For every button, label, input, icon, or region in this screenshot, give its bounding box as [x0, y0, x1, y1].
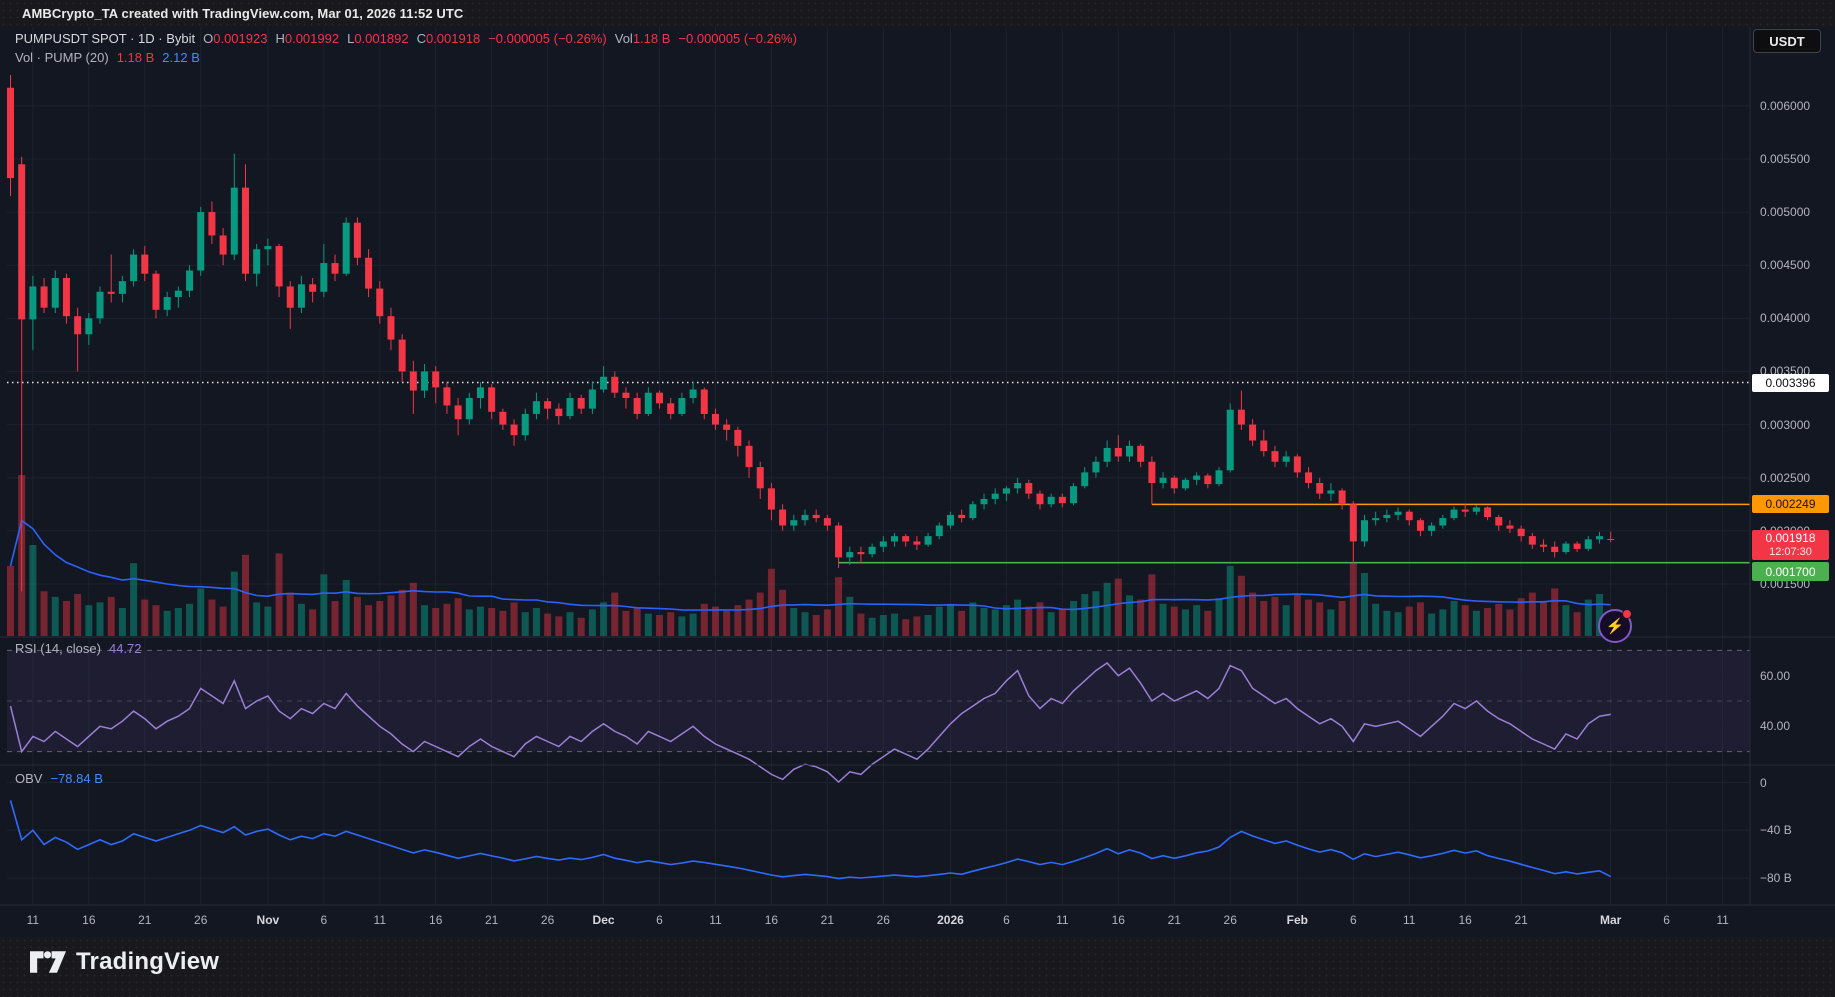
orange-level-tag: 0.002249: [1752, 495, 1829, 514]
time-axis-label: Nov: [256, 913, 280, 927]
last-price-tag: 0.001918 12:07:30: [1752, 530, 1829, 560]
tradingview-logo[interactable]: TradingView: [30, 948, 219, 976]
volume-change: −0.000005 (−0.26%): [678, 31, 797, 46]
time-axis-label: 26: [876, 913, 890, 927]
volume-label: Vol: [614, 31, 633, 46]
obv-axis-label: 0: [1760, 775, 1767, 790]
time-axis-label: 6: [656, 913, 663, 927]
price-axis-label: 0.006000: [1760, 98, 1811, 113]
time-axis-label: 6: [1663, 913, 1670, 927]
volume-value: 1.18 B: [632, 31, 671, 46]
tradingview-logo-icon: [30, 951, 66, 973]
rsi-legend[interactable]: RSI (14, close) 44.72: [15, 641, 142, 656]
volume-current-value: 1.18 B: [116, 50, 155, 65]
high-label: H: [275, 31, 285, 46]
high-value: 0.001992: [284, 31, 340, 46]
obv-axis-label: −40 B: [1760, 823, 1792, 838]
low-label: L: [347, 31, 355, 46]
symbol-title[interactable]: PUMPUSDT SPOT · 1D · Bybit: [15, 31, 196, 46]
currency-toggle-button[interactable]: USDT: [1753, 29, 1821, 53]
time-axis-label: 6: [1003, 913, 1010, 927]
rsi-value: 44.72: [108, 641, 142, 656]
time-axis-label: 11: [1056, 913, 1069, 927]
symbol-legend-row[interactable]: PUMPUSDT SPOT · 1D · Bybit O 0.001923 H 0.…: [15, 31, 797, 46]
time-axis-label: 16: [764, 913, 779, 927]
volume-ma-value: 2.12 B: [162, 50, 200, 65]
price-axis-label: 0.005500: [1760, 151, 1811, 166]
last-price-value: 0.001918: [1765, 531, 1816, 545]
time-axis-label: 16: [82, 913, 96, 927]
time-axis-label: 16: [1458, 913, 1472, 927]
time-axis-label: Dec: [592, 913, 615, 927]
rsi-axis-label: 60.00: [1760, 668, 1791, 683]
notification-dot: [1622, 609, 1632, 619]
time-axis-label: Feb: [1286, 913, 1309, 927]
close-label: C: [416, 31, 426, 46]
time-axis-label: Mar: [1599, 913, 1622, 927]
obv-label[interactable]: OBV: [15, 771, 43, 786]
obv-axis-label: −80 B: [1760, 871, 1792, 885]
time-axis-label: 16: [1111, 913, 1125, 927]
time-axis-label: 21: [1167, 913, 1181, 927]
change-value: −0.000005 (−0.26%): [488, 31, 607, 46]
bar-countdown: 12:07:30: [1769, 546, 1812, 558]
open-label: O: [203, 31, 214, 46]
volume-indicator-legend[interactable]: Vol · PUMP (20) 1.18 B 2.12 B: [15, 50, 200, 65]
obv-legend[interactable]: OBV −78.84 B: [15, 771, 103, 786]
time-axis-label: 21: [1514, 913, 1528, 927]
price-axis-label: 0.003000: [1760, 417, 1811, 432]
rsi-axis-label: 40.00: [1760, 719, 1791, 734]
time-axis-label: 21: [820, 913, 835, 927]
time-axis-label: 11: [373, 913, 386, 927]
time-axis-label: 26: [1223, 913, 1237, 927]
price-axis-label: 0.004500: [1760, 258, 1811, 273]
top-bar: AMBCrypto_TA created with TradingView.co…: [0, 0, 1835, 27]
time-axis-label: 16: [429, 913, 443, 927]
rsi-label[interactable]: RSI (14, close): [15, 641, 101, 656]
time-axis-label: 26: [194, 913, 208, 927]
time-axis-label: 6: [1349, 913, 1357, 927]
price-axis-label: 0.002500: [1760, 470, 1811, 485]
green-level-tag: 0.001700: [1752, 562, 1829, 581]
time-axis-label: 26: [540, 913, 555, 927]
low-value: 0.001892: [354, 31, 409, 46]
time-axis-label: 11: [709, 913, 722, 927]
time-axis-label: 11: [1403, 913, 1416, 927]
volume-indicator-title[interactable]: Vol · PUMP (20): [15, 50, 109, 65]
time-axis-label: 6: [320, 913, 328, 927]
watermark-title: AMBCrypto_TA created with TradingView.co…: [22, 6, 464, 21]
obv-value: −78.84 B: [50, 771, 103, 786]
price-axis-label: 0.005000: [1760, 205, 1811, 220]
time-axis-label: 11: [1716, 913, 1729, 927]
time-axis-label: 21: [138, 913, 152, 927]
open-value: 0.001923: [213, 31, 268, 46]
tradingview-brand-text: TradingView: [76, 948, 220, 975]
close-value: 0.001918: [425, 31, 481, 46]
time-axis-label: 11: [26, 913, 40, 927]
dotted-level-tag: 0.003396: [1752, 373, 1829, 392]
time-axis-label: 21: [484, 913, 499, 927]
pump-coin-logo-icon: ⚡: [1598, 609, 1632, 643]
price-axis-label: 0.004000: [1760, 311, 1811, 326]
footer-bar: [0, 937, 1835, 997]
time-axis-label: 2026: [937, 913, 964, 927]
